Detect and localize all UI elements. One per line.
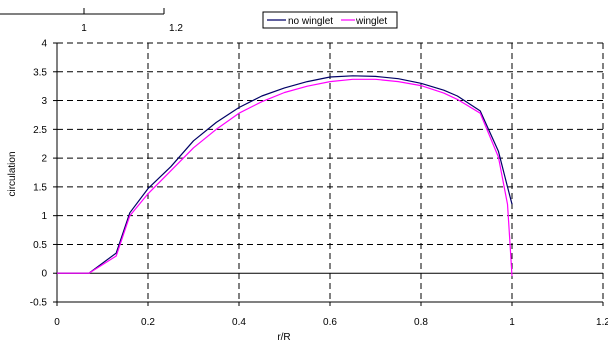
legend-box: [262, 11, 398, 29]
y-tick-label: 0: [41, 269, 47, 280]
gridlines: [57, 42, 604, 303]
top-axis-fragment: 1 1.2: [0, 8, 183, 34]
x-tick-label: 0: [54, 317, 60, 328]
x-axis-label: r/R: [277, 332, 290, 343]
top-tick-label-1: 1: [81, 23, 87, 34]
series-lines: [57, 75, 513, 277]
legend-label-winglet: winglet: [355, 16, 387, 27]
y-tick-label: 1.5: [33, 182, 47, 193]
y-tick-label: 2.5: [33, 125, 47, 136]
y-tick-label: 2: [41, 154, 47, 165]
y-tick-label: 4: [41, 39, 47, 50]
x-tick-label: 0.8: [414, 317, 428, 328]
x-tick-label: 1: [509, 317, 515, 328]
legend-label-no-winglet: no winglet: [288, 16, 333, 27]
y-tick-label: -0.5: [30, 298, 48, 309]
series-line-no-winglet: [57, 75, 513, 274]
x-tick-label: 0.6: [323, 317, 337, 328]
top-tick-label-2: 1.2: [169, 23, 183, 34]
x-tick-label: 0.2: [141, 317, 155, 328]
x-tick-label: 0.4: [232, 317, 246, 328]
x-tick-label: 1.2: [596, 317, 608, 328]
y-tick-label: 1: [41, 211, 47, 222]
y-tick-label: 0.5: [33, 240, 47, 251]
legend: no winglet winglet: [262, 11, 398, 29]
y-axis-label: circulation: [7, 151, 18, 196]
y-tick-label: 3.5: [33, 67, 47, 78]
series-line-winglet: [57, 78, 513, 277]
y-tick-label: 3: [41, 96, 47, 107]
tick-labels: -0.5 0 0.5 1 1.5 2 2.5 3 3.5 4 0 0.2 0.4 0.6 0.8 1 1.2: [30, 39, 608, 329]
